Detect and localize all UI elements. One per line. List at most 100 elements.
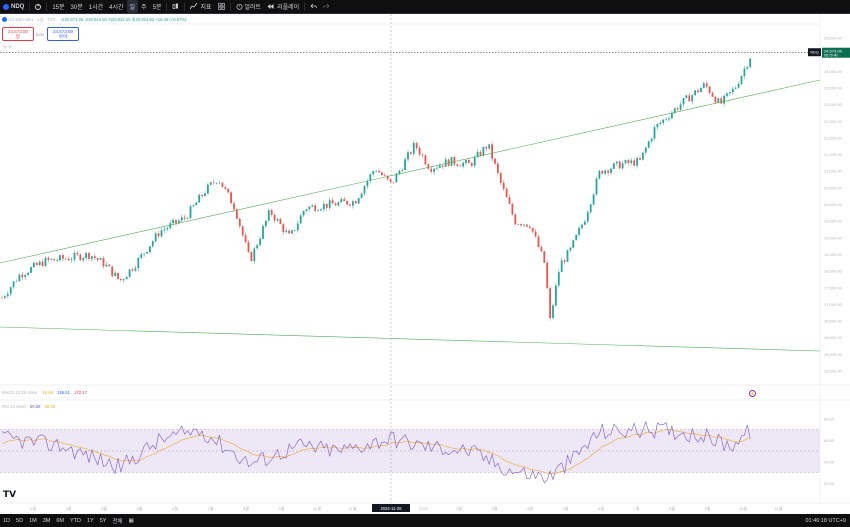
candle-body [723, 95, 725, 104]
symbol-search[interactable]: NDQ [0, 0, 27, 13]
symbol-logo-icon [2, 17, 7, 23]
candle-body [334, 203, 337, 206]
redo-icon [323, 3, 330, 9]
redo-button[interactable] [320, 0, 333, 13]
candle-body [154, 233, 157, 242]
range-5y[interactable]: 5Y [99, 517, 107, 524]
candle-body [149, 246, 151, 253]
chart-area[interactable]: 25,000.0024,500.0024,000.0023,500.0023,0… [0, 13, 850, 526]
bar-type-button[interactable] [169, 0, 182, 13]
buy-button[interactable]: 24,573.00 바이 [47, 27, 79, 41]
candle-body [630, 160, 633, 164]
candle-body [308, 206, 311, 210]
alert-button[interactable]: 얼러트 [233, 0, 265, 13]
compare-button[interactable]: + [32, 0, 44, 13]
candle-body [601, 170, 604, 174]
timeframe-30m[interactable]: 30분 [68, 0, 86, 13]
timeframe-label: 4시간 [109, 5, 124, 11]
timeframe-1w[interactable]: 주 [138, 0, 150, 13]
candle-body [499, 173, 502, 183]
time-tick-label: 10월 [739, 505, 747, 511]
candle-body [47, 257, 50, 260]
timeframe-5m[interactable]: 5분 [150, 0, 165, 13]
sell-button[interactable]: 24,573.00 팜 [2, 27, 34, 41]
alarm-clock-icon [236, 3, 242, 10]
range-all[interactable]: 전체 [112, 518, 123, 525]
candle-body [346, 201, 348, 205]
symbol-logo-icon [3, 3, 9, 10]
price-tick-label: 24,000.00 [824, 69, 843, 74]
candle-body [485, 147, 488, 149]
macd-name: MACD 12 26 close [2, 390, 37, 395]
candle-body [697, 90, 699, 93]
timeframe-4h[interactable]: 4시간 [106, 0, 126, 13]
replay-button[interactable]: 리플레이 [264, 0, 302, 13]
candle-body [418, 147, 421, 155]
candle-body [386, 175, 389, 180]
candle-body [462, 162, 464, 167]
candle-body [24, 274, 27, 278]
candle-body [282, 224, 285, 232]
candle-body [592, 194, 595, 205]
crosshair-date-bg [372, 504, 410, 512]
candle-body [491, 144, 493, 159]
price-chart[interactable]: 25,000.0024,500.0024,000.0023,500.0023,0… [0, 14, 850, 515]
candle-body [270, 210, 273, 215]
time-tick-label: 9월 [279, 505, 285, 511]
divider [184, 2, 186, 11]
candle-body [265, 220, 267, 227]
candle-body [671, 112, 673, 119]
timeframe-1h[interactable]: 1시간 [86, 0, 106, 13]
rsi-tick-label: 20.00 [824, 481, 835, 486]
candle-body [633, 160, 636, 166]
candle-body [389, 179, 392, 182]
candle-body [453, 157, 456, 165]
layout-button[interactable] [215, 0, 228, 13]
candle-body [610, 168, 612, 173]
candle-body [85, 253, 87, 259]
indicators-button[interactable]: 지표 [187, 0, 214, 13]
range-5d[interactable]: 5D [16, 517, 24, 524]
range-ytd[interactable]: YTD [69, 517, 81, 524]
range-3m[interactable]: 3M [42, 517, 51, 524]
candle-body [563, 260, 566, 262]
alert-label: 얼러트 [244, 5, 262, 11]
sell-price: 24,573.00 [7, 29, 29, 34]
tradingview-logo[interactable]: TV [3, 490, 17, 500]
range-1m[interactable]: 1M [29, 517, 37, 524]
alert-marker-icon[interactable]: ⚡ [749, 390, 756, 397]
timeframe-15m[interactable]: 15분 [49, 0, 67, 13]
time-tick-label: 6월 [598, 505, 604, 511]
candle-body [30, 267, 32, 273]
candle-body [586, 212, 589, 222]
range-6m[interactable]: 6M [56, 517, 64, 524]
range-1d[interactable]: 1D [3, 517, 11, 524]
rsi-value-2: 59.26 [44, 404, 56, 409]
candle-body [546, 262, 549, 289]
candle-body [665, 119, 667, 120]
candle-body [615, 161, 618, 164]
range-1y[interactable]: 1Y [86, 517, 94, 524]
price-tick-label: 17,500.00 [824, 285, 843, 290]
clock[interactable]: 01:46:18 UTC+9 [805, 517, 846, 524]
candle-body [44, 257, 47, 267]
candle-body [180, 217, 183, 221]
candle-body [320, 209, 322, 211]
candle-body [682, 98, 685, 105]
candle-body [470, 162, 473, 166]
candle-body [642, 152, 644, 160]
calendar-icon[interactable]: ▦ [128, 517, 134, 524]
time-tick-label: 11월 [349, 505, 357, 511]
macd-value-3: 172.17 [74, 390, 87, 395]
candle-body [494, 158, 496, 164]
undo-icon [310, 3, 318, 9]
timeframe-1d[interactable]: 일 [126, 0, 139, 13]
candle-body [717, 98, 720, 103]
candle-body [230, 192, 232, 204]
candle-body [549, 288, 551, 318]
candle-body [514, 214, 517, 225]
candle-body [517, 224, 520, 225]
undo-button[interactable] [307, 0, 320, 13]
price-tick-label: 22,500.00 [824, 119, 843, 124]
price-tick-label: 19,000.00 [824, 235, 843, 240]
